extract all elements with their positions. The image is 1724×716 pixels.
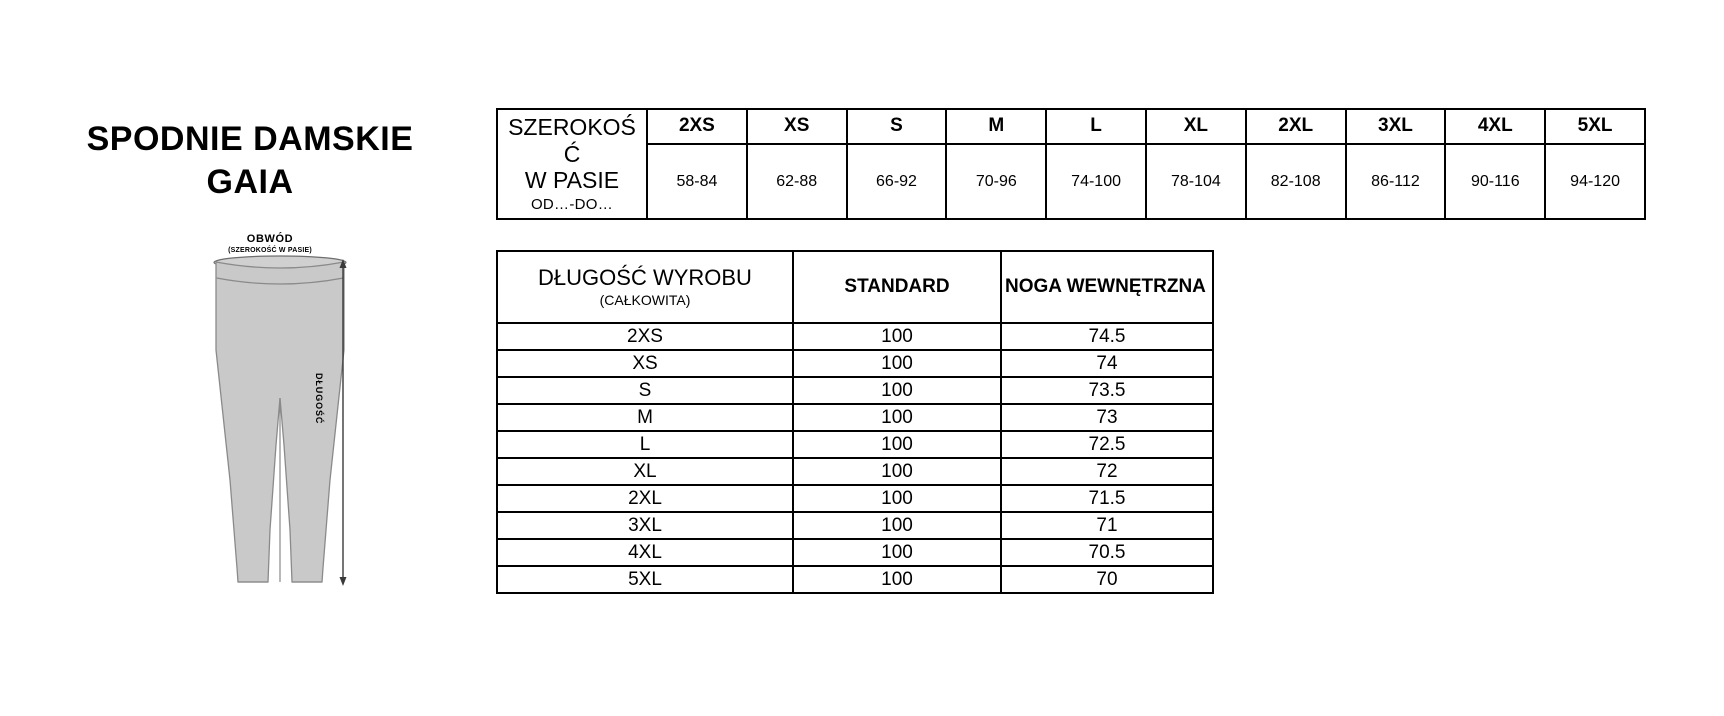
length-header-size: DŁUGOŚĆ WYROBU (CAŁKOWITA) xyxy=(496,250,794,324)
table-row: S 100 73.5 xyxy=(496,376,1214,405)
length-row-inner-leg: 74.5 xyxy=(1000,322,1214,351)
pants-illustration xyxy=(180,230,380,610)
table-row: L 100 72.5 xyxy=(496,430,1214,459)
waist-size-header-xl: XL xyxy=(1144,108,1247,145)
table-row: XL 100 72 xyxy=(496,457,1214,486)
page-title: SPODNIE DAMSKIE GAIA xyxy=(0,118,500,203)
product-length-table: DŁUGOŚĆ WYROBU (CAŁKOWITA) STANDARD NOGA… xyxy=(496,250,1214,594)
length-header-size-sub: (CAŁKOWITA) xyxy=(599,292,691,309)
table-row-size-headers: SZEROKOŚ Ć W PASIE OD…-DO… 2XS XS S M L … xyxy=(496,107,1646,221)
length-row-size: M xyxy=(496,403,794,432)
waist-width-table-container: SZEROKOŚ Ć W PASIE OD…-DO… 2XS XS S M L … xyxy=(496,107,1646,221)
length-row-size: XS xyxy=(496,349,794,378)
length-measure-label: DŁUGOŚĆ xyxy=(314,373,324,425)
length-row-standard: 100 xyxy=(792,376,1002,405)
waistband-seam xyxy=(216,277,344,285)
length-row-inner-leg: 70.5 xyxy=(1000,538,1214,567)
length-row-size: 2XL xyxy=(496,484,794,513)
length-row-inner-leg: 72 xyxy=(1000,457,1214,486)
length-row-inner-leg: 74 xyxy=(1000,349,1214,378)
length-header-standard: STANDARD xyxy=(792,250,1002,324)
table-row: XS 100 74 xyxy=(496,349,1214,378)
length-row-standard: 100 xyxy=(792,565,1002,594)
length-row-standard: 100 xyxy=(792,538,1002,567)
length-table-container: DŁUGOŚĆ WYROBU (CAŁKOWITA) STANDARD NOGA… xyxy=(496,250,1214,594)
waist-size-header-2xs: 2XS xyxy=(646,108,748,145)
waist-value-s: 66-92 xyxy=(845,142,948,221)
table-row: 3XL 100 71 xyxy=(496,511,1214,540)
length-row-size: 4XL xyxy=(496,538,794,567)
length-row-inner-leg: 72.5 xyxy=(1000,430,1214,459)
waist-value-2xs: 58-84 xyxy=(646,142,748,221)
waist-measure-label-main: OBWÓD xyxy=(246,233,294,245)
table-row: M 100 73 xyxy=(496,403,1214,432)
length-row-inner-leg: 71.5 xyxy=(1000,484,1214,513)
table-row: 5XL 100 70 xyxy=(496,565,1214,594)
waist-row-label-line1: SZEROKOŚ xyxy=(508,114,636,140)
waist-row-label-line3: W PASIE xyxy=(524,167,620,194)
length-row-inner-leg: 71 xyxy=(1000,511,1214,540)
waist-value-xl: 78-104 xyxy=(1144,142,1247,221)
waist-value-m: 70-96 xyxy=(945,142,1048,221)
length-row-size: L xyxy=(496,430,794,459)
length-row-standard: 100 xyxy=(792,322,1002,351)
length-row-standard: 100 xyxy=(792,484,1002,513)
waist-size-header-5xl: 5XL xyxy=(1544,108,1646,145)
length-header-inner-leg: NOGA WEWNĘTRZNA xyxy=(1000,250,1214,324)
length-row-size: 2XS xyxy=(496,322,794,351)
waist-size-header-m: M xyxy=(945,108,1048,145)
length-row-size: 3XL xyxy=(496,511,794,540)
waist-value-l: 74-100 xyxy=(1045,142,1147,221)
waist-size-header-4xl: 4XL xyxy=(1444,108,1547,145)
length-arrow-bottom xyxy=(339,577,347,586)
product-title-line2: GAIA xyxy=(206,162,294,201)
table-row-waist-values: 58-84 62-88 66-92 70-96 74-100 78-104 82… xyxy=(497,142,1646,221)
waist-row-label-sub: OD…-DO… xyxy=(530,196,614,214)
table-row-length-headers: DŁUGOŚĆ WYROBU (CAŁKOWITA) STANDARD NOGA… xyxy=(496,250,1214,324)
waist-value-xs: 62-88 xyxy=(745,142,848,221)
waist-measure-label-sub: (SZEROKOŚĆ W PASIE) xyxy=(228,246,312,254)
length-arrow-top xyxy=(339,259,347,268)
waist-row-label: SZEROKOŚ Ć W PASIE OD…-DO… xyxy=(496,107,648,221)
length-row-standard: 100 xyxy=(792,457,1002,486)
length-row-inner-leg: 73.5 xyxy=(1000,376,1214,405)
waist-row-label-line2: Ć xyxy=(563,140,581,167)
waist-size-header-l: L xyxy=(1045,108,1147,145)
waist-size-header-xs: XS xyxy=(745,108,848,145)
waist-value-3xl: 86-112 xyxy=(1344,142,1447,221)
length-row-standard: 100 xyxy=(792,430,1002,459)
length-row-standard: 100 xyxy=(792,349,1002,378)
length-row-size: 5XL xyxy=(496,565,794,594)
waist-measure-label: OBWÓD (SZEROKOŚĆ W PASIE) xyxy=(185,233,355,255)
length-row-size: S xyxy=(496,376,794,405)
pants-diagram-icon xyxy=(213,255,347,586)
waist-width-table: SZEROKOŚ Ć W PASIE OD…-DO… 2XS XS S M L … xyxy=(496,107,1646,221)
waist-value-4xl: 90-116 xyxy=(1444,142,1547,221)
length-row-standard: 100 xyxy=(792,403,1002,432)
length-header-size-main: DŁUGOŚĆ WYROBU xyxy=(538,264,752,290)
product-title-line1: SPODNIE DAMSKIE xyxy=(86,120,414,158)
waist-size-header-3xl: 3XL xyxy=(1344,108,1447,145)
table-row: 4XL 100 70.5 xyxy=(496,538,1214,567)
table-row: 2XL 100 71.5 xyxy=(496,484,1214,513)
length-row-standard: 100 xyxy=(792,511,1002,540)
length-row-size: XL xyxy=(496,457,794,486)
waist-size-header-s: S xyxy=(845,108,948,145)
product-panel: SPODNIE DAMSKIE GAIA OBWÓD (SZEROKOŚĆ W … xyxy=(0,0,500,716)
table-row: 2XS 100 74.5 xyxy=(496,322,1214,351)
length-row-inner-leg: 73 xyxy=(1000,403,1214,432)
waist-value-2xl: 82-108 xyxy=(1244,142,1347,221)
waist-size-header-2xl: 2XL xyxy=(1244,108,1347,145)
length-row-inner-leg: 70 xyxy=(1000,565,1214,594)
waist-value-5xl: 94-120 xyxy=(1544,142,1646,221)
